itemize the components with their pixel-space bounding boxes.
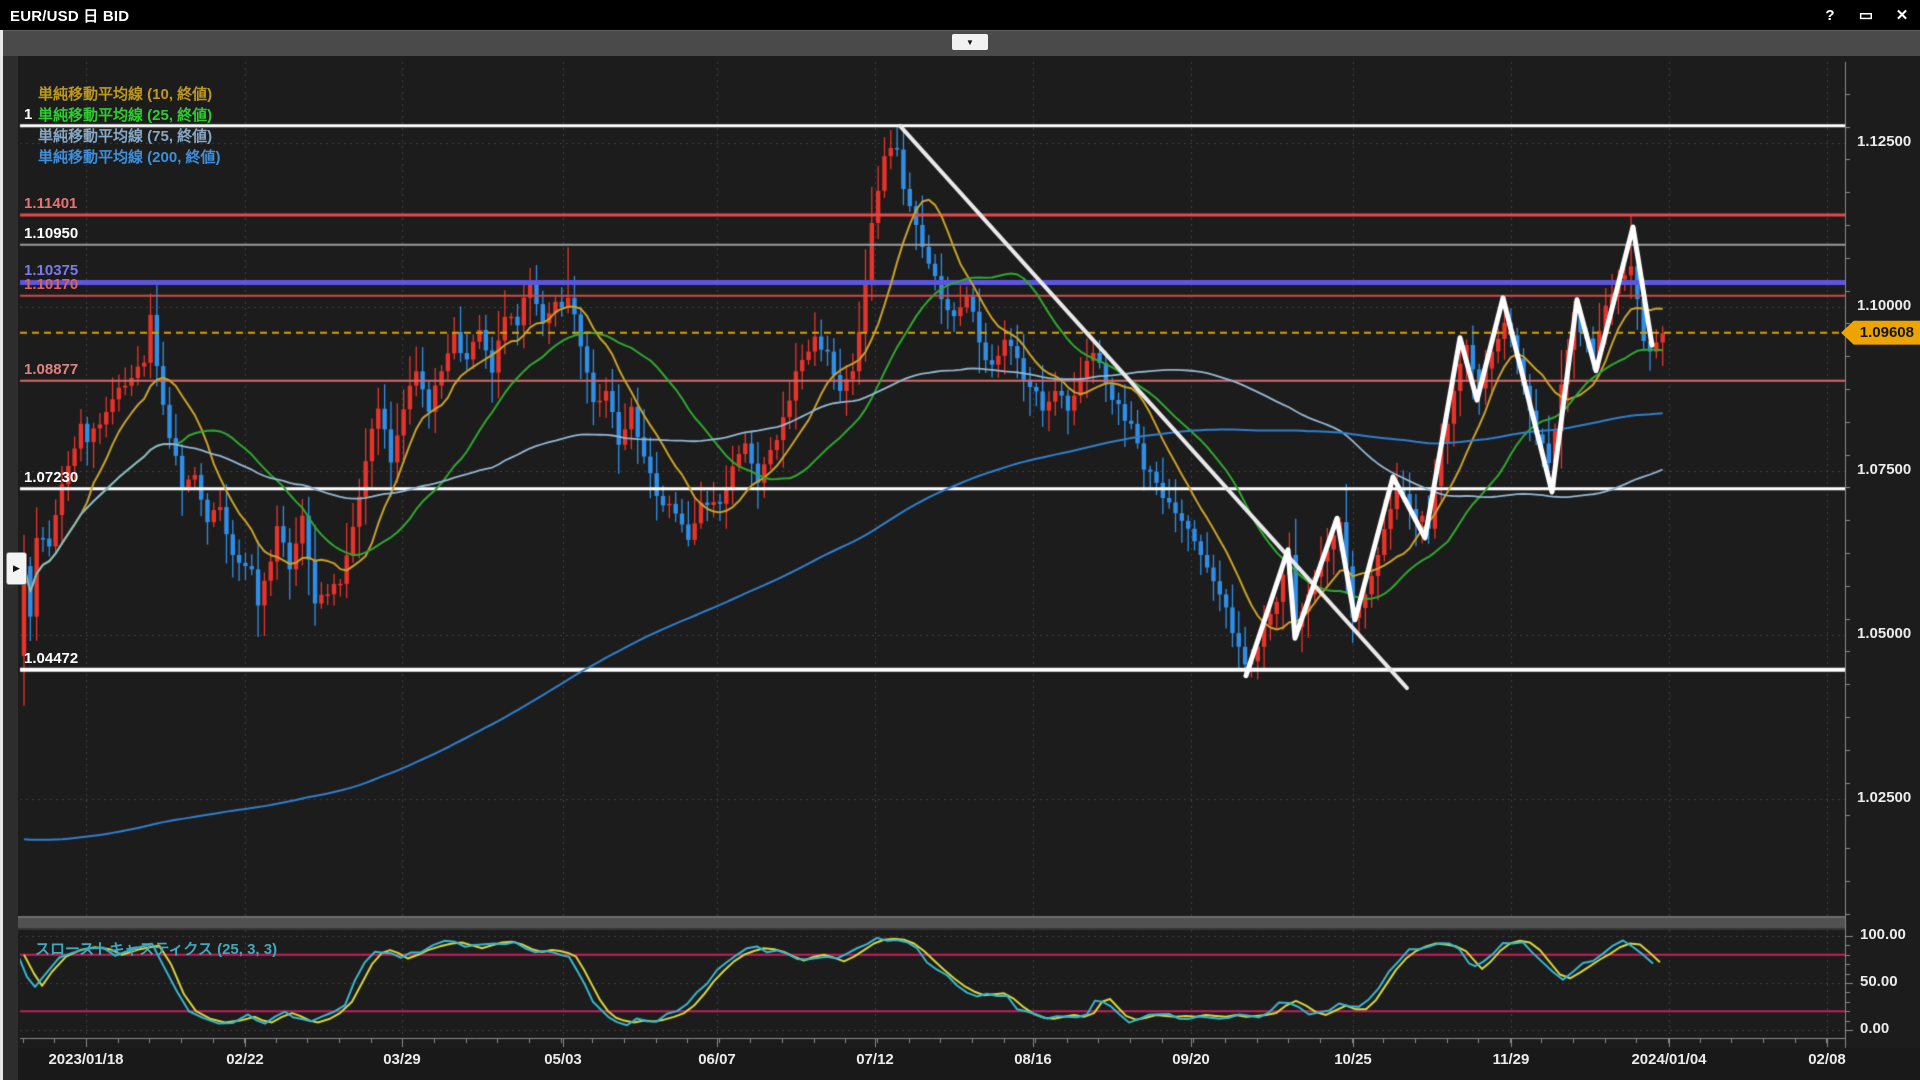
date-axis-label: 06/07 bbox=[698, 1051, 736, 1068]
help-icon[interactable]: ? bbox=[1825, 6, 1835, 24]
price-axis-tick-label: 1.10000 bbox=[1857, 297, 1912, 314]
stoch-axis-tick-label: 50.00 bbox=[1860, 973, 1898, 990]
current-price-badge: 1.09608 bbox=[1841, 320, 1920, 345]
price-axis-tick-label: 1.02500 bbox=[1857, 789, 1912, 806]
price-line-label: 1.04472 bbox=[24, 649, 79, 667]
price-line-label: 1.07230 bbox=[24, 468, 79, 486]
price-line-label: 1.08877 bbox=[24, 360, 79, 378]
legend-item-sma: 単純移動平均線 (75, 終値) bbox=[38, 128, 213, 145]
price-axis-tick-label: 1.12500 bbox=[1857, 133, 1912, 150]
price-line-label: 1.10170 bbox=[24, 275, 79, 293]
date-axis-label: 05/03 bbox=[544, 1051, 582, 1068]
price-line-label: 1.11401 bbox=[24, 195, 78, 213]
stoch-axis-tick-label: 0.00 bbox=[1860, 1020, 1890, 1037]
price-line-label: 1.10375 bbox=[24, 262, 79, 280]
stoch-axis-tick-label: 100.00 bbox=[1860, 926, 1906, 943]
date-axis-label: 2023/01/18 bbox=[48, 1051, 124, 1068]
price-axis-tick-label: 1.05000 bbox=[1857, 625, 1912, 642]
stochastic-label: スローストキャスティクス (25, 3, 3) bbox=[35, 941, 278, 958]
date-axis-label: 08/16 bbox=[1014, 1051, 1052, 1068]
date-axis-label: 2024/01/04 bbox=[1631, 1051, 1707, 1068]
legend-item-sma: 単純移動平均線 (200, 終値) bbox=[38, 149, 221, 166]
price-axis-tick-label: 1.07500 bbox=[1857, 461, 1912, 478]
collapsed-toolbar: ▼ bbox=[0, 30, 1920, 57]
side-panel-expand-button[interactable]: ▶ bbox=[6, 552, 27, 585]
date-axis-label: 02/22 bbox=[226, 1051, 264, 1068]
date-axis-label: 02/08 bbox=[1808, 1051, 1846, 1068]
chevron-right-icon: ▶ bbox=[13, 563, 20, 573]
window-left-border bbox=[0, 30, 3, 1080]
price-line-label: 1 bbox=[24, 105, 33, 123]
window-controls: ? ▭ ✕ bbox=[1820, 0, 1912, 30]
date-axis-label: 11/29 bbox=[1492, 1051, 1530, 1068]
toolbar-expand-button[interactable]: ▼ bbox=[952, 34, 988, 50]
legend-item-sma: 単純移動平均線 (10, 終値) bbox=[38, 86, 213, 103]
ma-legend: 単純移動平均線 (10, 終値) 単純移動平均線 (25, 終値) 単純移動平均線 … bbox=[38, 84, 221, 168]
legend-item-sma: 単純移動平均線 (25, 終値) bbox=[38, 107, 213, 124]
maximize-icon[interactable]: ▭ bbox=[1858, 7, 1874, 24]
date-axis-label: 03/29 bbox=[383, 1051, 421, 1068]
title-bar: EUR/USD 日 BID ? ▭ ✕ bbox=[0, 0, 1920, 30]
date-axis-label: 07/12 bbox=[856, 1051, 894, 1068]
chevron-down-icon: ▼ bbox=[966, 37, 974, 47]
close-icon[interactable]: ✕ bbox=[1895, 7, 1909, 24]
date-axis-label: 10/25 bbox=[1334, 1051, 1372, 1068]
price-line-label: 1.10950 bbox=[24, 224, 79, 242]
date-axis-label: 09/20 bbox=[1172, 1051, 1210, 1068]
price-chart-canvas[interactable] bbox=[18, 56, 1920, 1080]
window-title: EUR/USD 日 BID bbox=[10, 7, 130, 25]
